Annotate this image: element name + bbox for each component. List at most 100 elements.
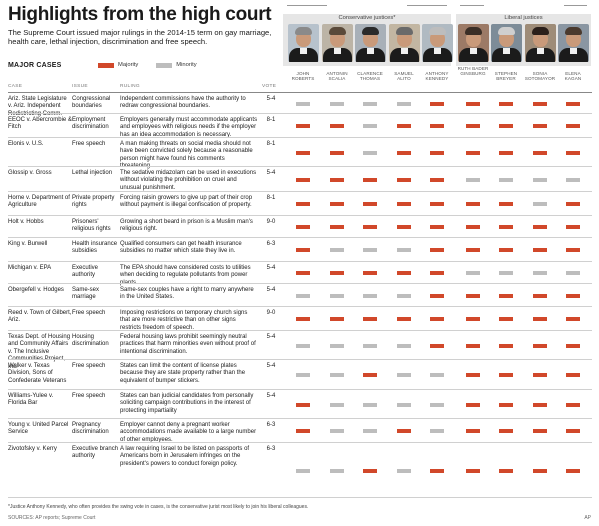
majority-vote-mark: [330, 202, 344, 206]
majority-vote-mark: [533, 429, 547, 433]
justice-name: SAMUEL ALITO: [394, 71, 414, 82]
ruling: Federal housing laws prohibit seemingly …: [120, 334, 256, 355]
table-row: Glossip v. Gross Lethal injection The seda…: [8, 167, 592, 192]
vote-tally: 8-1: [266, 195, 276, 201]
ruling: States can ban judicial candidates from …: [120, 393, 254, 414]
majority-vote-mark: [330, 178, 344, 182]
majority-vote-mark: [296, 271, 310, 275]
majority-vote-mark: [499, 202, 513, 206]
vote-tally: 5-4: [266, 265, 276, 271]
majority-vote-mark: [466, 124, 480, 128]
case-name: Young v. United Parcel Service: [8, 422, 69, 436]
minority-vote-mark: [296, 373, 310, 377]
justice-name: CLARENCE THOMAS: [357, 71, 383, 82]
majority-vote-mark: [466, 225, 480, 229]
majority-vote-mark: [296, 151, 310, 155]
minority-vote-mark: [296, 294, 310, 298]
minority-vote-mark: [397, 248, 411, 252]
collar-shape: [470, 48, 477, 54]
robe-shape: [526, 48, 555, 62]
robe-shape: [356, 48, 385, 62]
row-divider: [8, 442, 592, 443]
vote-tally: 5-4: [266, 334, 276, 340]
issue: Congressional boundaries: [72, 96, 111, 110]
majority-vote-mark: [499, 317, 513, 321]
majority-vote-mark: [566, 248, 580, 252]
group-rule: [563, 5, 587, 6]
vote-tally: 8-1: [266, 141, 276, 147]
minority-vote-mark: [363, 124, 377, 128]
row-divider: [8, 306, 592, 307]
majority-vote-mark: [566, 317, 580, 321]
case-name: Reed v. Town of Gilbert, Ariz.: [8, 310, 72, 324]
issue: Executive branch authority: [72, 446, 119, 460]
robe-shape: [390, 48, 419, 62]
minority-vote-mark: [330, 469, 344, 473]
majority-vote-mark: [397, 151, 411, 155]
collar-shape: [434, 48, 441, 54]
hair-shape: [329, 27, 346, 35]
row-divider: [8, 389, 592, 390]
majority-vote-mark: [330, 124, 344, 128]
table-row: Ariz. State Legislature v. Ariz. Indepen…: [8, 93, 592, 117]
robe-shape: [492, 48, 521, 62]
majority-vote-mark: [533, 294, 547, 298]
robe-shape: [559, 48, 588, 62]
majority-vote-mark: [566, 469, 580, 473]
majority-vote-mark: [566, 344, 580, 348]
majority-vote-mark: [533, 344, 547, 348]
majority-vote-mark: [296, 124, 310, 128]
issue: Executive authority: [72, 265, 99, 279]
row-divider: [8, 330, 592, 331]
majority-vote-mark: [566, 225, 580, 229]
majority-vote-mark: [566, 102, 580, 106]
table-row: Obergefell v. Hodges Same-sex marriage Sam…: [8, 284, 592, 307]
majority-vote-mark: [430, 344, 444, 348]
justice-photo: [458, 24, 489, 62]
ruling: Employer cannot deny a pregnant worker a…: [120, 422, 257, 443]
majority-vote-mark: [499, 429, 513, 433]
ruling: Imposing restrictions on temporary churc…: [120, 310, 248, 331]
justice-photo: [491, 24, 522, 62]
case-name: Zivotofsky v. Kerry: [8, 446, 57, 452]
ruling: Same-sex couples have a right to marry a…: [120, 287, 254, 301]
vote-tally: 5-4: [266, 96, 276, 102]
vote-tally: 5-4: [266, 170, 276, 176]
case-name: Holt v. Hobbs: [8, 219, 44, 225]
majority-vote-mark: [430, 248, 444, 252]
legend-minority: Minority: [176, 62, 197, 68]
majority-vote-mark: [397, 178, 411, 182]
row-divider: [8, 137, 592, 138]
minority-vote-mark: [363, 294, 377, 298]
minority-vote-mark: [397, 469, 411, 473]
majority-vote-mark: [296, 403, 310, 407]
majority-vote-mark: [566, 403, 580, 407]
majority-vote-mark: [499, 344, 513, 348]
minority-vote-mark: [330, 373, 344, 377]
justice-name: JOHN ROBERTS: [291, 71, 315, 82]
majority-vote-mark: [499, 225, 513, 229]
conservative-label: Conservative justices*: [338, 15, 396, 21]
majority-vote-mark: [466, 344, 480, 348]
collar-shape: [503, 48, 510, 54]
table-row: King v. Burwell Health insurance subsidie…: [8, 238, 592, 262]
legend-majority: Majority: [118, 62, 139, 68]
majority-vote-mark: [296, 248, 310, 252]
majority-vote-mark: [533, 124, 547, 128]
majority-vote-mark: [397, 271, 411, 275]
minority-vote-mark: [566, 271, 580, 275]
column-header-case: CASE: [8, 84, 23, 89]
table-row: Young v. United Parcel Service Pregnancy …: [8, 419, 592, 443]
vote-tally: 9-0: [266, 219, 276, 225]
ruling: Growing a short beard in prison is a Mus…: [120, 219, 253, 233]
minority-vote-mark: [533, 178, 547, 182]
majority-vote-mark: [466, 102, 480, 106]
majority-vote-mark: [466, 317, 480, 321]
source-line: SOURCES: AP reports; Supreme Court: [8, 515, 96, 521]
minority-vote-mark: [430, 429, 444, 433]
hair-shape: [396, 27, 413, 35]
majority-vote-mark: [466, 429, 480, 433]
majority-vote-mark: [330, 271, 344, 275]
table-row: Walker v. Texas Division, Sons of Confed…: [8, 360, 592, 390]
table-row: Williams-Yulee v. Florida Bar Free speech…: [8, 390, 592, 419]
